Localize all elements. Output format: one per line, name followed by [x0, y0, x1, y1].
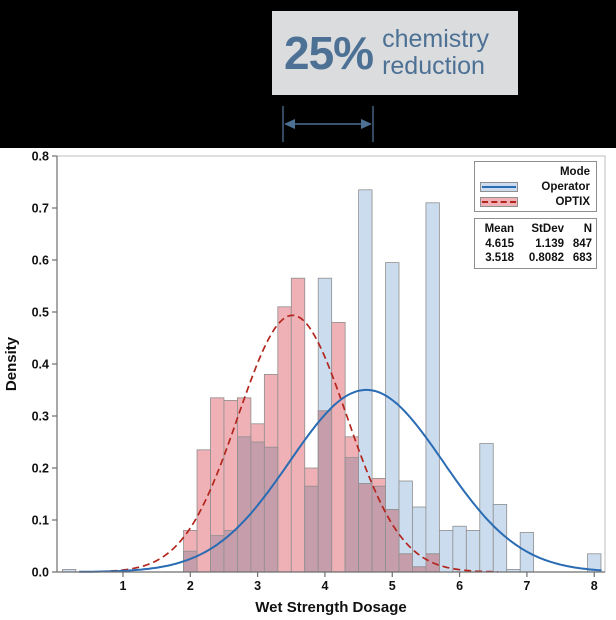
legend-title: Mode: [559, 166, 590, 178]
overlap-bar: [263, 446, 279, 573]
y-tick-label: 0.7: [32, 202, 49, 216]
overlap-bar: [358, 483, 373, 573]
stats-optix-stdev: 0.8082: [528, 252, 564, 264]
x-tick-label: 1: [119, 579, 126, 593]
x-tick-label: 2: [187, 579, 194, 593]
overlap-bar: [344, 457, 360, 573]
double-arrow-icon: [282, 106, 374, 142]
optix-bar: [290, 277, 306, 573]
y-tick-label: 0.2: [32, 462, 49, 476]
y-tick-label: 0.0: [32, 566, 49, 580]
stats-table: Mean StDev N 4.615 1.139 847 3.518 0.808…: [480, 222, 592, 266]
overlap-bar: [412, 566, 427, 573]
y-tick-label: 0.8: [32, 150, 49, 164]
optix-bar: [331, 321, 346, 573]
histogram-chart: 1 2 3 4 5 6 7 8 0.0 0.1 0.2 0.3 0.4 0.5 0.6 0.7 0.8 Wet S…: [0, 148, 616, 620]
stats-optix-mean: 3.518: [485, 252, 514, 264]
stats-header-stdev: StDev: [531, 223, 564, 235]
x-tick-label: 4: [321, 579, 328, 593]
y-tick-label: 0.3: [32, 410, 49, 424]
banner: 25% chemistry reduction: [0, 0, 616, 148]
caption-line1: chemistry: [382, 25, 490, 53]
operator-bar: [425, 202, 440, 573]
operator-swatch-icon: [480, 181, 518, 192]
overlap-bar: [398, 553, 413, 573]
legend-label-optix: OPTIX: [555, 195, 590, 208]
x-axis-title: Wet Strength Dosage: [255, 599, 406, 616]
y-tick-label: 0.5: [32, 306, 49, 320]
stats-operator-stdev: 1.139: [535, 237, 564, 250]
overlap-bar: [237, 436, 252, 573]
stats-header-n: N: [583, 223, 592, 235]
operator-fit-curve: [79, 388, 602, 573]
optix-fit-curve: [99, 314, 498, 573]
mean-shift-arrow: [275, 103, 381, 145]
legend-item-operator: Operator: [480, 179, 590, 194]
stats-optix-n: 683: [572, 252, 592, 264]
overlap-bar: [250, 441, 265, 573]
stats-header-mean: Mean: [484, 223, 514, 235]
overlap-bar: [304, 485, 319, 573]
y-tick-label: 0.6: [32, 254, 49, 268]
y-tick-label: 0.1: [32, 514, 49, 528]
optix-swatch-icon: [480, 196, 518, 207]
operator-bar: [465, 529, 481, 573]
operator-bar: [438, 529, 454, 573]
overlap-bar: [317, 410, 333, 573]
percent-text: 25%: [284, 27, 374, 79]
legend-item-optix: OPTIX: [480, 194, 590, 209]
percent-caption: chemistry reduction: [382, 26, 489, 80]
x-tick-label: 5: [389, 579, 396, 593]
x-tick-label: 8: [591, 579, 598, 593]
x-tick-label: 7: [523, 579, 530, 593]
operator-bar: [479, 443, 494, 573]
operator-bar: [492, 503, 508, 573]
y-tick-label: 0.4: [32, 358, 49, 372]
stats-operator-mean: 4.615: [485, 237, 514, 250]
x-tick-label: 6: [456, 579, 463, 593]
stats-operator-n: 847: [572, 237, 592, 250]
operator-bar: [452, 525, 467, 573]
overlap-bar: [385, 509, 400, 573]
reduction-callout: 25% chemistry reduction: [272, 11, 518, 95]
optix-bar: [277, 306, 292, 573]
x-tick-label: 3: [254, 579, 261, 593]
legend-mode-box: Mode Operator OPTIX: [474, 161, 597, 212]
y-axis-title: Density: [3, 336, 20, 391]
operator-bar: [412, 506, 427, 573]
legend-stats-box: Mean StDev N 4.615 1.139 847 3.518 0.808…: [474, 218, 597, 269]
caption-line2: reduction: [382, 52, 485, 80]
legend-label-operator: Operator: [541, 180, 590, 193]
